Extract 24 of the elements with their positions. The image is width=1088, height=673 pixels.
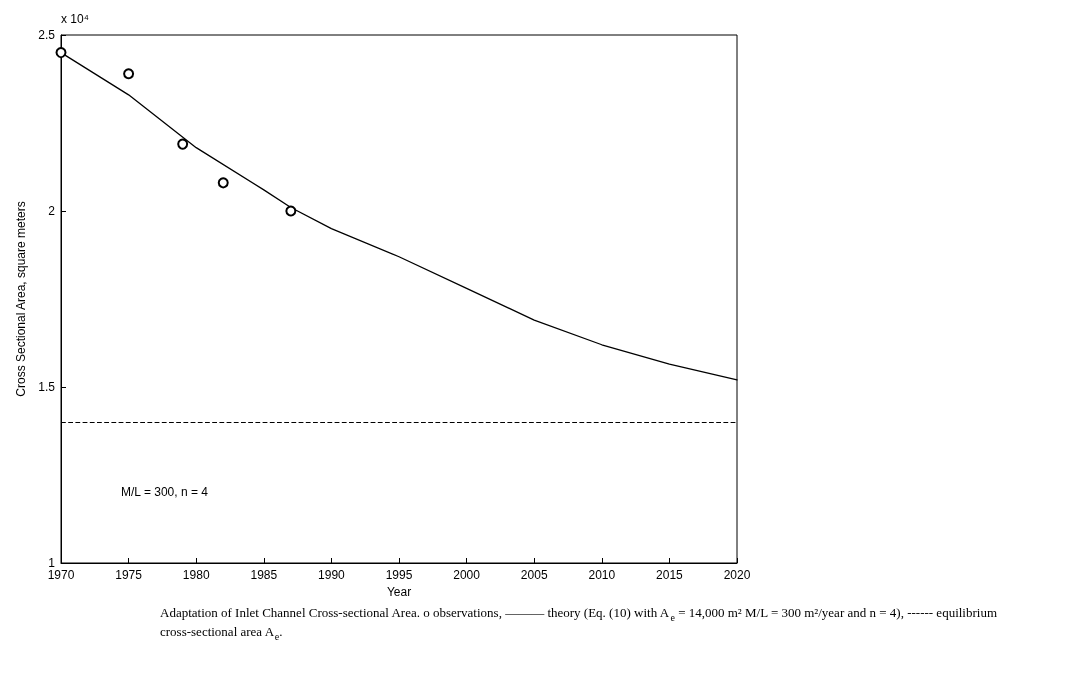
y-tick-label: 2.5 [38, 28, 56, 42]
x-tick-label: 1990 [318, 568, 346, 582]
y-tick-label: 1 [48, 556, 56, 570]
point [217, 177, 229, 189]
point [285, 205, 297, 217]
y-tick-label: 1.5 [38, 380, 56, 394]
y-axis-title: Cross Sectional Area, square meters [14, 201, 28, 397]
x-tick-label: 2015 [656, 568, 684, 582]
point [55, 47, 67, 59]
x-axis-title: Year [386, 584, 412, 599]
x-tick-label: 2020 [723, 568, 751, 582]
x-tick-label: 1975 [115, 568, 143, 582]
x-tick-label: 2005 [520, 568, 548, 582]
text: x 10⁴ [61, 12, 89, 26]
x-tick-label: 1970 [47, 568, 75, 582]
point [123, 68, 135, 80]
point [177, 138, 189, 150]
annotation: M/L = 300, n = 4 [121, 485, 209, 499]
y-tick-label: 2 [48, 204, 56, 218]
x-tick-label: 1980 [182, 568, 210, 582]
x-tick-label: 1985 [250, 568, 278, 582]
x-tick-label: 2000 [453, 568, 481, 582]
x-tick-label: 1995 [385, 568, 413, 582]
x-tick-label: 2010 [588, 568, 616, 582]
